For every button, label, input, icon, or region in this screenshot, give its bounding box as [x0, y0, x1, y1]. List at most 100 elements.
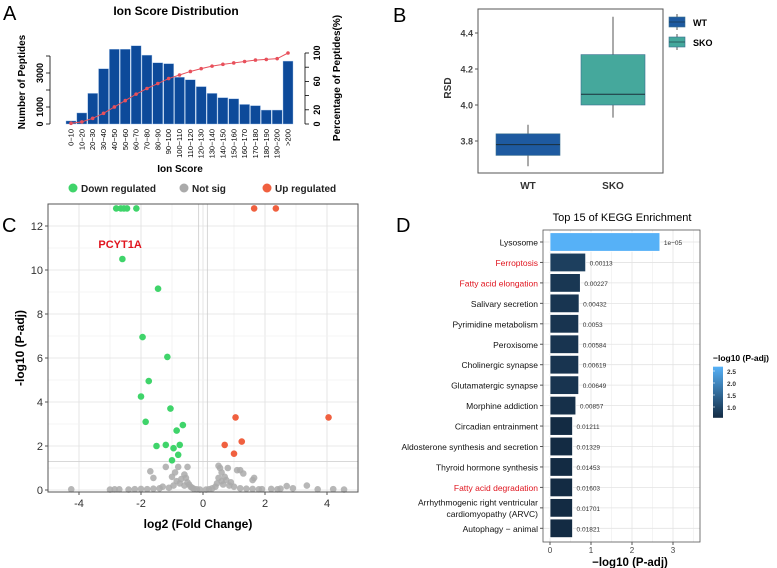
y-tick-label: 4.2	[460, 65, 473, 75]
point-down-regulated	[154, 285, 162, 293]
point-not-sig	[236, 484, 244, 492]
point-not-sig	[255, 486, 263, 493]
bar	[130, 45, 142, 125]
point-down-regulated	[123, 205, 131, 212]
point-not-sig	[340, 486, 348, 493]
legend-key-down-regulated	[68, 183, 78, 193]
point-down-regulated	[112, 205, 120, 212]
x-tick-label: 90−100	[164, 129, 173, 154]
point-down-regulated	[153, 442, 160, 450]
bar	[549, 498, 573, 518]
point-down-regulated	[145, 377, 153, 385]
chart-title: Ion Score Distribution	[113, 4, 238, 18]
y-tick-label: 3.8	[460, 137, 473, 147]
gene-annotation-pcyt1a: PCYT1A	[98, 239, 141, 251]
bar	[549, 436, 573, 457]
point-up-regulated	[325, 414, 332, 421]
cumulative-point	[101, 111, 106, 116]
x-tick-label: 120−130	[197, 129, 206, 158]
colorbar-tick-label: 1.0	[727, 405, 736, 412]
category-label: Glutamatergic synapse	[451, 381, 538, 391]
chart-title: Top 15 of KEGG Enrichment	[553, 212, 692, 224]
cumulative-point	[242, 59, 247, 64]
point-not-sig	[224, 464, 232, 472]
box	[580, 54, 646, 106]
bar	[163, 63, 174, 125]
point-not-sig	[243, 485, 250, 492]
x-tick-label: -2	[136, 498, 146, 510]
x-axis-label: −log10 (P-adj)	[592, 557, 668, 568]
colorbar-tick-label: 2.5	[727, 369, 736, 376]
x-tick-label: 0−10	[67, 129, 76, 146]
bar	[549, 232, 661, 252]
value-label: 0.00649	[583, 383, 607, 390]
y-tick-label: 3000	[35, 63, 45, 83]
bar	[250, 105, 261, 125]
cumulative-point	[166, 76, 171, 81]
point-down-regulated	[168, 457, 176, 464]
point-down-regulated	[176, 441, 184, 449]
point-not-sig	[67, 486, 75, 493]
bar	[206, 93, 218, 125]
x-tick-label: 0	[548, 546, 553, 555]
y-tick-label: 2	[37, 441, 43, 453]
category-label: Circadian entrainment	[455, 422, 539, 432]
x-tick-label: 2	[630, 546, 635, 555]
bar	[217, 97, 229, 125]
y-tick-label: 4	[37, 397, 43, 409]
y-axis-label: RSD	[443, 77, 454, 98]
point-not-sig	[303, 482, 311, 489]
bar	[549, 273, 581, 293]
y-tick-label: 4.4	[460, 29, 473, 39]
point-down-regulated	[137, 393, 145, 400]
legend-label: Up regulated	[275, 184, 336, 195]
colorbar-title: −log10 (P-adj)	[713, 353, 769, 363]
point-up-regulated	[272, 205, 280, 212]
point-not-sig	[159, 483, 166, 491]
cumulative-point	[286, 51, 290, 55]
bar	[549, 314, 580, 334]
x-tick-label: 70−80	[142, 129, 151, 150]
point-up-regulated	[232, 414, 239, 421]
x-tick-label: 190−200	[273, 129, 282, 158]
legend-label: WT	[693, 18, 707, 28]
value-label: 0.00619	[583, 363, 607, 370]
x-axis-label: log2 (Fold Change)	[144, 517, 253, 531]
x-tick-label: 0	[200, 498, 206, 510]
y2-tick-label: 0	[312, 121, 322, 126]
cumulative-point	[253, 58, 258, 62]
panel-a-ion-score-chart: Ion Score Distribution 0−10 10−20 20−30 30−4…	[17, 4, 343, 175]
legend-label: SKO	[693, 38, 713, 48]
y-tick-label: 0	[37, 485, 43, 497]
point-up-regulated	[250, 205, 258, 212]
point-down-regulated	[133, 205, 140, 212]
x-tick-label: -4	[74, 498, 84, 510]
point-down-regulated	[139, 333, 146, 341]
bar	[98, 68, 109, 125]
panel-c-volcano-plot: PCYT1A -4 -2 0 2 4 0 2 4 6 8 10 12 log2 (Fold Change)…	[13, 183, 359, 531]
point-not-sig	[170, 482, 177, 489]
point-not-sig	[116, 486, 123, 493]
bar	[228, 98, 239, 125]
category-label: Peroxisome	[493, 340, 538, 350]
point-down-regulated	[162, 441, 170, 449]
x-tick-label: 180−190	[262, 129, 271, 158]
point-not-sig	[226, 482, 233, 489]
bar	[185, 79, 196, 125]
legend-key-not-sig	[179, 183, 189, 193]
point-up-regulated	[221, 441, 228, 449]
value-label: 0.01603	[577, 485, 601, 492]
y-tick-label: 8	[37, 309, 43, 321]
category-label: Fatty acid degradation	[454, 483, 538, 493]
panel-label-b: B	[393, 5, 406, 27]
point-down-regulated	[179, 421, 187, 429]
cumulative-point	[221, 62, 225, 67]
y-tick-label: 10	[31, 265, 43, 277]
category-label: Morphine addiction	[466, 401, 538, 411]
category-label: Autophagy − animal	[463, 524, 538, 534]
bar	[282, 60, 294, 125]
point-down-regulated	[164, 353, 171, 361]
cumulative-point	[188, 69, 193, 74]
x-tick-label: 2	[262, 498, 268, 510]
